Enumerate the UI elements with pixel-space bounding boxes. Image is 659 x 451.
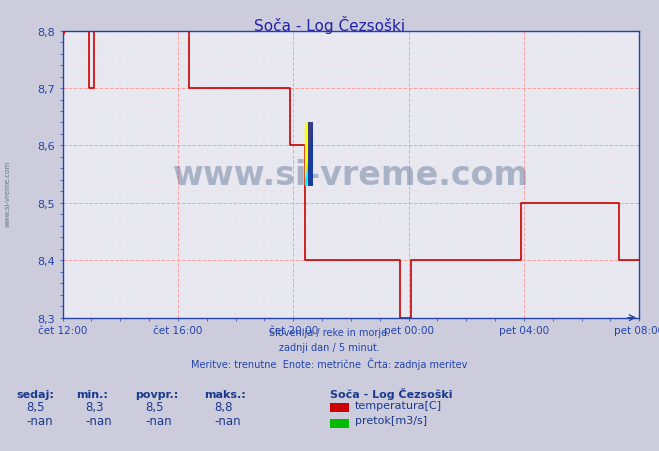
Text: pretok[m3/s]: pretok[m3/s] <box>355 415 426 425</box>
Text: Meritve: trenutne  Enote: metrične  Črta: zadnja meritev: Meritve: trenutne Enote: metrične Črta: … <box>191 357 468 369</box>
Text: temperatura[C]: temperatura[C] <box>355 400 442 410</box>
Text: 8,5: 8,5 <box>26 400 45 414</box>
Polygon shape <box>304 123 313 186</box>
Text: Soča - Log Čezsoški: Soča - Log Čezsoški <box>254 16 405 34</box>
Text: -nan: -nan <box>145 414 171 427</box>
Text: Slovenija / reke in morje.: Slovenija / reke in morje. <box>269 327 390 337</box>
Polygon shape <box>308 123 313 186</box>
Text: 8,8: 8,8 <box>214 400 233 414</box>
Text: -nan: -nan <box>214 414 241 427</box>
Text: Soča - Log Čezsoški: Soča - Log Čezsoški <box>330 387 452 399</box>
Text: sedaj:: sedaj: <box>16 389 54 399</box>
Text: 8,3: 8,3 <box>86 400 104 414</box>
Polygon shape <box>304 123 313 186</box>
Text: www.si-vreme.com: www.si-vreme.com <box>5 161 11 227</box>
Text: maks.:: maks.: <box>204 389 246 399</box>
Text: -nan: -nan <box>86 414 112 427</box>
Text: povpr.:: povpr.: <box>135 389 179 399</box>
Text: min.:: min.: <box>76 389 107 399</box>
Text: 8,5: 8,5 <box>145 400 163 414</box>
Text: zadnji dan / 5 minut.: zadnji dan / 5 minut. <box>279 342 380 352</box>
Text: -nan: -nan <box>26 414 53 427</box>
Text: www.si-vreme.com: www.si-vreme.com <box>173 158 529 191</box>
